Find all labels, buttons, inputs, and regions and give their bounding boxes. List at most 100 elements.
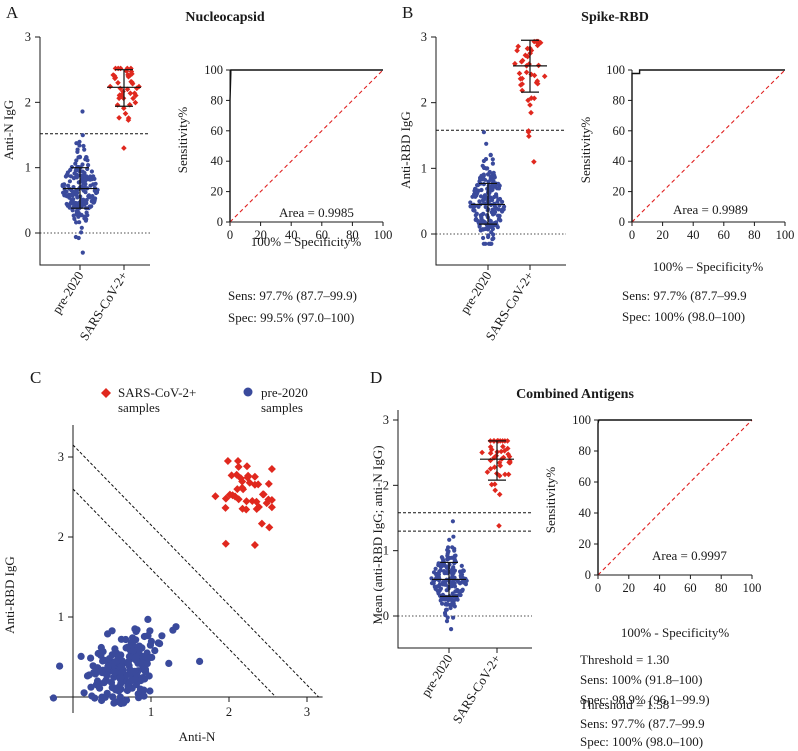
data-point-pre2020 bbox=[449, 603, 454, 608]
data-point-pre2020 bbox=[84, 197, 89, 203]
data-point-pre2020 bbox=[136, 685, 144, 693]
data-point-pre2020 bbox=[461, 568, 466, 573]
data-point-pre2020 bbox=[480, 198, 486, 203]
data-point-sars bbox=[267, 465, 276, 473]
data-point-sars bbox=[484, 469, 491, 475]
data-point-pre2020 bbox=[494, 206, 499, 211]
data-point-pre2020 bbox=[137, 677, 145, 685]
data-point-pre2020 bbox=[108, 651, 116, 659]
data-point-pre2020 bbox=[72, 216, 77, 221]
data-point-pre2020 bbox=[115, 687, 123, 695]
x-tick-label: 80 bbox=[346, 228, 359, 242]
data-point-pre2020 bbox=[89, 169, 94, 174]
data-point-pre2020 bbox=[481, 176, 486, 181]
y-tick-label: 60 bbox=[211, 124, 224, 138]
data-point-pre2020 bbox=[452, 553, 457, 559]
x-tick-label: 0 bbox=[595, 581, 601, 595]
legend-marker-pre2020 bbox=[243, 387, 253, 397]
data-point-sars bbox=[496, 523, 502, 529]
y-tick-label: 1 bbox=[25, 161, 31, 175]
area-label: Area = 0.9989 bbox=[673, 202, 748, 217]
data-point-sars bbox=[502, 471, 508, 478]
panel-c: C 1 2 3 1 2 3 Anti-RBD IgG Anti-N SARS-CoV-2+… bbox=[2, 368, 323, 744]
data-point-sars bbox=[516, 70, 523, 77]
data-point-sars bbox=[127, 90, 134, 97]
data-point-pre2020 bbox=[437, 562, 442, 567]
data-point-sars bbox=[129, 80, 136, 87]
roc-x-axis-label: 100% – Specificity% bbox=[251, 234, 362, 249]
panel-d: D Combined Antigens Mean (anti-RBD IgG; … bbox=[370, 368, 761, 726]
data-point-pre2020 bbox=[490, 226, 495, 232]
y-tick-label: 1 bbox=[383, 544, 389, 558]
data-point-pre2020 bbox=[83, 177, 88, 182]
data-point-pre2020 bbox=[85, 158, 90, 163]
data-point-sars bbox=[497, 462, 504, 469]
data-point-pre2020 bbox=[445, 553, 450, 558]
data-point-pre2020 bbox=[103, 671, 111, 680]
panel-letter: D bbox=[370, 368, 382, 387]
data-point-pre2020 bbox=[158, 632, 166, 640]
data-point-sars bbox=[107, 83, 113, 90]
data-point-pre2020 bbox=[472, 189, 477, 194]
spec-text: Spec: 99.5% (97.0–100) bbox=[228, 310, 354, 325]
panel-title: Nucleocapsid bbox=[185, 10, 265, 25]
x-tick-label: 80 bbox=[748, 228, 761, 242]
data-point-sars bbox=[116, 95, 122, 102]
data-point-pre2020 bbox=[77, 220, 82, 225]
data-point-pre2020 bbox=[66, 183, 71, 188]
data-point-sars bbox=[507, 460, 513, 466]
data-point-pre2020 bbox=[77, 139, 82, 144]
data-point-pre2020 bbox=[452, 575, 457, 580]
data-point-pre2020 bbox=[165, 659, 173, 668]
data-point-pre2020 bbox=[490, 161, 495, 166]
data-point-pre2020 bbox=[64, 194, 69, 199]
axis-lines bbox=[435, 37, 566, 266]
x-tick-label: 60 bbox=[718, 228, 731, 242]
data-point-sars bbox=[234, 457, 242, 465]
panel-title: Spike-RBD bbox=[581, 10, 649, 25]
y-tick-label: 0 bbox=[383, 609, 389, 623]
data-point-sars bbox=[250, 541, 259, 549]
data-point-pre2020 bbox=[437, 569, 442, 574]
data-point-pre2020 bbox=[483, 241, 488, 246]
data-point-sars bbox=[227, 471, 236, 480]
x-tick-label: 100 bbox=[743, 581, 762, 595]
data-point-pre2020 bbox=[75, 149, 80, 154]
data-point-sars bbox=[528, 109, 534, 116]
data-point-sars bbox=[127, 102, 133, 108]
data-point-pre2020 bbox=[108, 627, 116, 635]
x-axis-label: Anti-N bbox=[179, 729, 216, 744]
data-point-pre2020 bbox=[490, 198, 495, 203]
sens-text: Sens: 97.7% (87.7–99.9 bbox=[622, 288, 747, 303]
data-point-pre2020 bbox=[459, 563, 464, 569]
data-point-pre2020 bbox=[117, 699, 125, 708]
data-point-sars bbox=[257, 519, 266, 528]
data-point-pre2020 bbox=[497, 196, 503, 202]
data-point-sars bbox=[524, 45, 531, 52]
data-point-pre2020 bbox=[435, 573, 440, 578]
data-point-sars bbox=[496, 491, 503, 498]
x-tick-label: 100 bbox=[374, 228, 393, 242]
data-point-pre2020 bbox=[444, 570, 450, 575]
data-point-pre2020 bbox=[491, 185, 496, 190]
data-point-pre2020 bbox=[86, 163, 91, 168]
data-point-pre2020 bbox=[127, 676, 135, 684]
data-point-pre2020 bbox=[490, 237, 495, 242]
data-point-sars bbox=[132, 99, 139, 106]
y-tick-label: 1 bbox=[421, 161, 427, 175]
data-point-pre2020 bbox=[126, 666, 134, 674]
data-point-pre2020 bbox=[476, 204, 481, 209]
data-point-pre2020 bbox=[483, 226, 488, 231]
data-point-pre2020 bbox=[475, 219, 481, 224]
data-point-pre2020 bbox=[169, 626, 177, 634]
y-tick-label: 80 bbox=[613, 93, 626, 107]
data-point-sars bbox=[265, 523, 274, 532]
data-point-pre2020 bbox=[497, 203, 502, 208]
x-tick-label: 20 bbox=[623, 581, 636, 595]
data-point-sars bbox=[233, 485, 242, 494]
data-point-pre2020 bbox=[494, 192, 499, 197]
data-point-pre2020 bbox=[451, 615, 456, 620]
data-point-pre2020 bbox=[56, 662, 64, 670]
x-tick-label: 20 bbox=[254, 228, 267, 242]
